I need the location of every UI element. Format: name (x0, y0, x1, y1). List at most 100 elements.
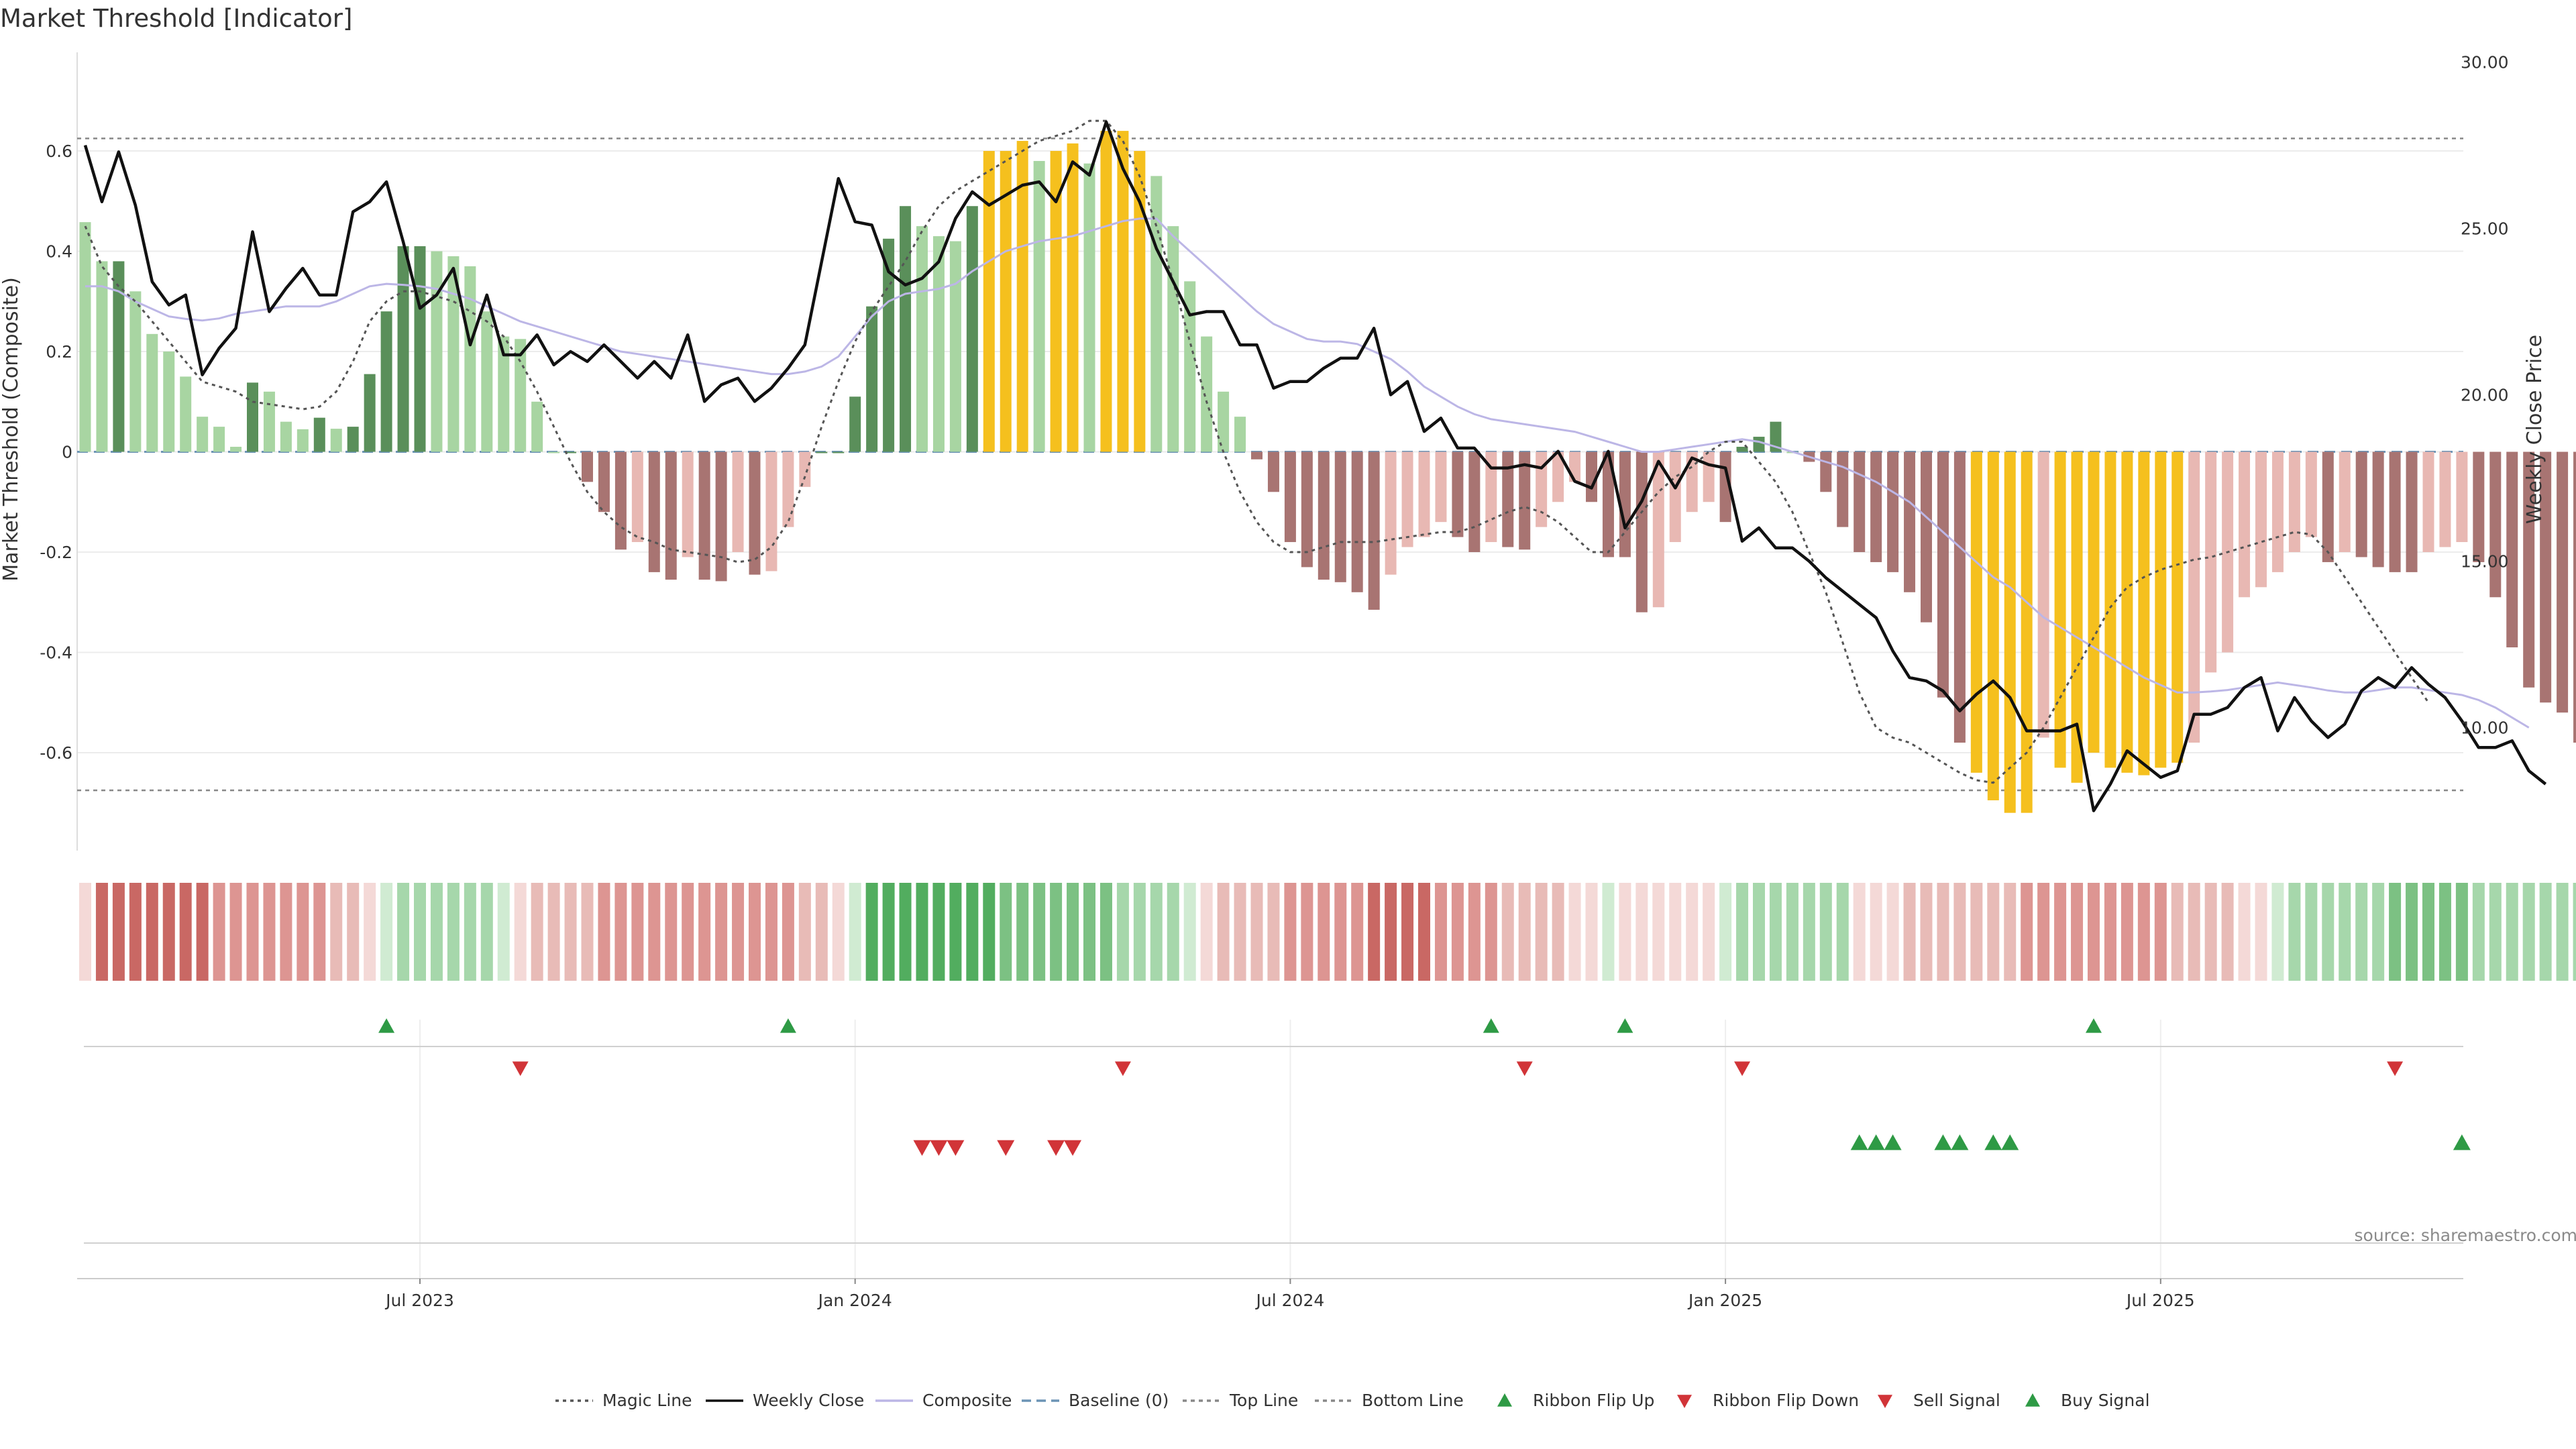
composite-bar (2121, 451, 2133, 773)
legend-swatch (1677, 1395, 1692, 1408)
ribbon-cell (564, 883, 577, 981)
ribbon-cell (280, 883, 292, 981)
ribbon-cell (732, 883, 745, 981)
ribbon-cell (1937, 883, 1949, 981)
composite-bar (2271, 451, 2284, 572)
ribbon-cell (330, 883, 343, 981)
ribbon-cell (1686, 883, 1699, 981)
composite-bar (1519, 451, 1531, 550)
composite-bar (866, 306, 878, 452)
ribbon-cell (213, 883, 225, 981)
sell-signal-marker (997, 1140, 1015, 1156)
composite-bar (1719, 451, 1731, 523)
y-tick-label: 0.4 (46, 242, 72, 262)
ribbon-cell (1116, 883, 1129, 981)
ribbon-cell (1267, 883, 1280, 981)
ribbon-cell (1635, 883, 1648, 981)
composite-bar (565, 451, 577, 453)
composite-bar (732, 451, 744, 552)
ribbon-flip-down-marker (2387, 1061, 2404, 1076)
ribbon-cell (1485, 883, 1497, 981)
composite-bar (1854, 451, 1866, 552)
ribbon-cell (1033, 883, 1046, 981)
composite-bar (230, 447, 242, 452)
composite-bar (1753, 437, 1765, 452)
ribbon-cell (1903, 883, 1916, 981)
composite-bar (1401, 451, 1413, 547)
composite-bars (79, 131, 2576, 813)
ribbon-cell (2255, 883, 2267, 981)
ribbon-cell (2238, 883, 2251, 981)
composite-bar (397, 246, 409, 452)
composite-bar (263, 391, 275, 452)
ribbon-cell (1753, 883, 1765, 981)
regime-ribbon (79, 883, 2576, 981)
ribbon-cell (2489, 883, 2502, 981)
legend-label: Composite (922, 1391, 1012, 1410)
composite-bar (2288, 451, 2300, 552)
composite-bar (1602, 451, 1614, 557)
x-tick-label: Jul 2023 (384, 1291, 454, 1310)
x-tick-label: Jul 2024 (1255, 1291, 1325, 1310)
composite-bar (1301, 451, 1313, 568)
ribbon-cell (2104, 883, 2116, 981)
composite-bar (1887, 451, 1899, 572)
ribbon-cell (2455, 883, 2468, 981)
composite-bar (765, 451, 777, 572)
ribbon-cell (865, 883, 878, 981)
composite-bar (849, 396, 861, 452)
composite-bar (1150, 176, 1163, 452)
legend-item: Ribbon Flip Down (1677, 1391, 1859, 1410)
legend-label: Ribbon Flip Down (1713, 1391, 1859, 1410)
composite-bar (2239, 451, 2251, 598)
composite-bar (498, 336, 510, 452)
ribbon-cell (162, 883, 175, 981)
composite-bar (2489, 451, 2502, 598)
composite-bar (414, 246, 426, 452)
composite-bar (799, 451, 811, 487)
x-tick-label: Jan 2025 (1687, 1291, 1762, 1310)
ribbon-cell (1301, 883, 1313, 981)
composite-bar (79, 222, 91, 452)
ribbon-cell (849, 883, 861, 981)
composite-bar (1284, 451, 1296, 543)
ribbon-cell (698, 883, 711, 981)
composite-bar (1418, 451, 1430, 537)
composite-bar (1234, 417, 1246, 452)
ribbon-cell (2539, 883, 2552, 981)
composite-bar (2573, 451, 2576, 743)
ribbon-cell (1886, 883, 1899, 981)
composite-line (85, 217, 2530, 729)
weekly-close-line (83, 120, 2547, 812)
ribbon-cell (1351, 883, 1364, 981)
ribbon-cell (1652, 883, 1665, 981)
composite-bar (1686, 451, 1698, 513)
ribbon-cell (1585, 883, 1598, 981)
ribbon-cell (899, 883, 912, 981)
ribbon-cell (430, 883, 443, 981)
composite-bar (1452, 451, 1464, 537)
composite-bar (2322, 451, 2334, 562)
composite-bar (614, 451, 627, 550)
composite-bar (932, 236, 945, 452)
ribbon-cell (196, 883, 209, 981)
ribbon-cell (1953, 883, 1966, 981)
y-right-tick-label: 15.00 (2461, 552, 2509, 572)
ribbon-cell (765, 883, 777, 981)
composite-bar (966, 206, 978, 452)
legend-item: Magic Line (555, 1391, 692, 1410)
y-right-tick-label: 30.00 (2461, 53, 2509, 72)
legend-label: Top Line (1229, 1391, 1298, 1410)
ribbon-cell (1703, 883, 1715, 981)
ribbon-flip-up-marker (1483, 1018, 1499, 1033)
source-note: source: sharemaestro.com (2355, 1226, 2576, 1245)
composite-bar (163, 352, 175, 452)
ribbon-cell (2121, 883, 2133, 981)
ribbon-cell (497, 883, 510, 981)
ribbon-cell (798, 883, 811, 981)
legend: Magic Line Weekly Close Composite Baseline … (555, 1391, 2150, 1410)
ribbon-cell (782, 883, 794, 981)
composite-bar (698, 451, 710, 580)
ribbon-cell (347, 883, 360, 981)
ribbon-cell (2556, 883, 2569, 981)
